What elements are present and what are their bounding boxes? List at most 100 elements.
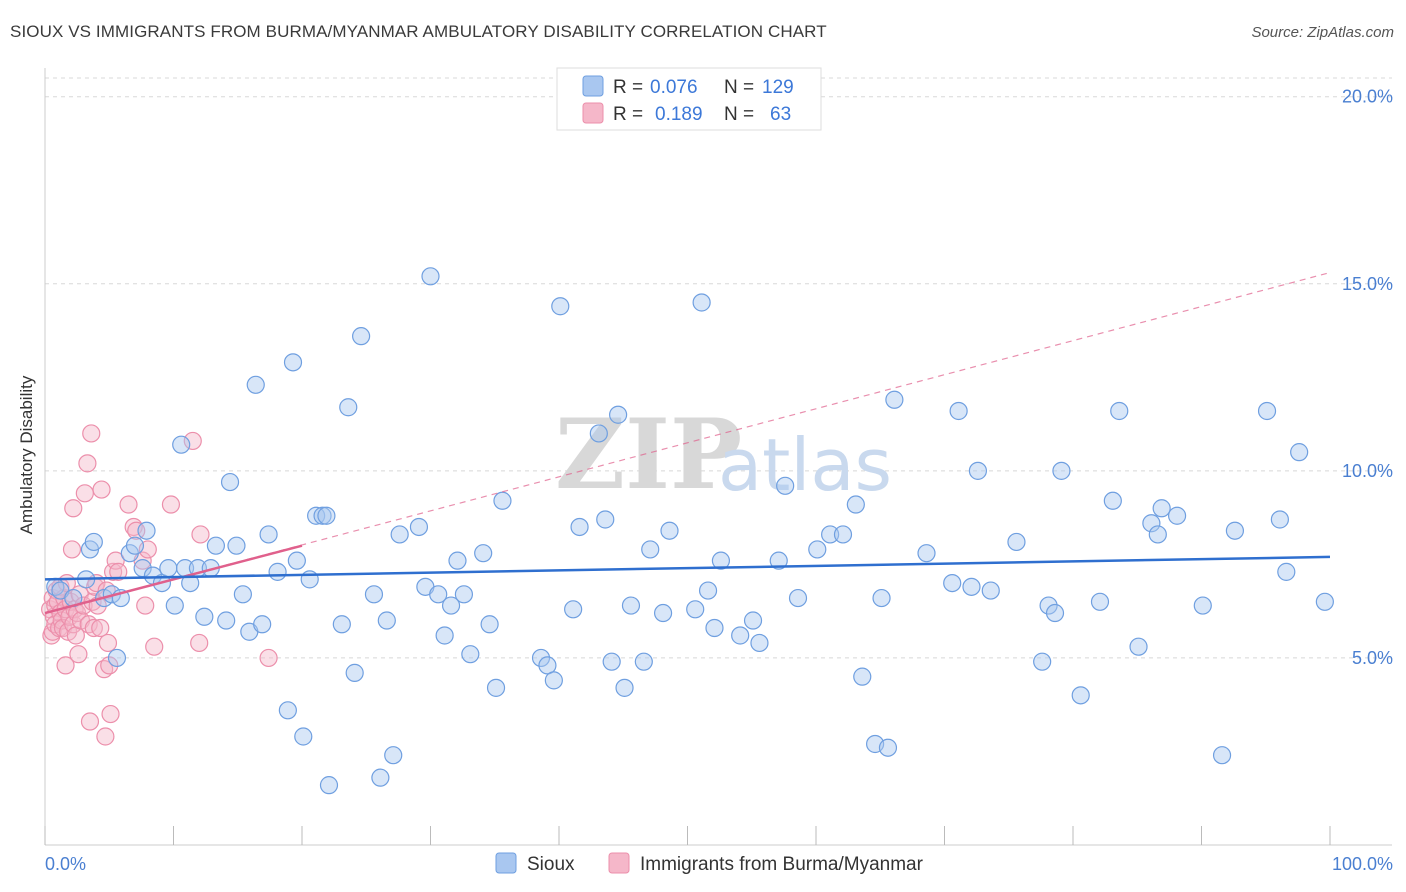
sioux-point [1033, 652, 1052, 671]
sioux-trend-line [44, 555, 1331, 581]
sioux-point [246, 375, 265, 394]
sioux-point [332, 615, 351, 634]
sioux-point [253, 615, 272, 634]
sioux-point [1052, 461, 1071, 480]
burma-point [80, 712, 100, 731]
y-axis-label: Ambulatory Disability [17, 375, 36, 534]
sioux-point [1270, 510, 1289, 529]
legend-swatch-burma [582, 102, 604, 124]
sioux-point [486, 678, 506, 697]
correlation-legend: R = 0.076 N = 129 R = 0.189 N = 63 [556, 67, 822, 131]
sioux-point [1277, 562, 1296, 581]
sioux-point [352, 327, 371, 346]
sioux-point [698, 581, 718, 600]
sioux-point [429, 585, 448, 604]
burma-point [98, 633, 118, 653]
sioux-series [46, 267, 1334, 795]
sioux-point [686, 600, 705, 619]
sioux-point [917, 544, 936, 563]
sioux-point [233, 585, 252, 604]
sioux-point [1225, 521, 1245, 540]
chart-title: SIOUX VS IMMIGRANTS FROM BURMA/MYANMAR A… [10, 22, 827, 41]
burma-point [190, 633, 209, 653]
legend-r-value-burma: 0.189 [655, 104, 703, 125]
sioux-point [641, 540, 660, 559]
sioux-point [634, 652, 653, 671]
sioux-point [853, 667, 872, 686]
watermark-atlas: atlas [718, 423, 892, 507]
burma-point [191, 525, 210, 544]
sioux-point [968, 461, 988, 480]
sioux-point [195, 607, 214, 626]
burma-point [136, 596, 155, 615]
sioux-point [788, 588, 808, 608]
legend-n-value-burma: 63 [770, 104, 791, 125]
sioux-point [1090, 592, 1110, 611]
sioux-point [660, 521, 679, 540]
sioux-point [1193, 596, 1212, 615]
sioux-point [278, 701, 297, 720]
sioux-point [172, 435, 191, 454]
sioux-point [364, 585, 384, 604]
burma-point [69, 645, 88, 664]
sioux-point [377, 611, 396, 630]
sioux-point [319, 776, 339, 795]
sioux-point [596, 510, 615, 529]
sioux-point [878, 738, 898, 757]
sioux-point [287, 551, 306, 570]
sioux-point [731, 626, 750, 645]
sioux-point [474, 544, 493, 563]
y-tick-label: 10.0% [1342, 461, 1393, 481]
sioux-point [1142, 514, 1161, 533]
sioux-point [448, 551, 467, 570]
sioux-point [84, 532, 103, 552]
legend-n-label-burma: N = [724, 104, 754, 125]
sioux-point [1103, 491, 1122, 510]
burma-point [64, 499, 83, 518]
burma-trend-line [44, 544, 303, 615]
sioux-point [949, 401, 968, 421]
sioux-point [776, 476, 795, 495]
sioux-point [294, 727, 313, 746]
sioux-point [493, 491, 512, 510]
sioux-point [808, 540, 827, 559]
burma-point [104, 562, 123, 581]
burma-point [56, 656, 75, 675]
sioux-point [570, 517, 589, 537]
burma-point [96, 727, 115, 746]
sioux-point [615, 678, 634, 697]
y-tick-label: 20.0% [1342, 87, 1393, 107]
burma-point [161, 495, 181, 514]
burma-series [41, 424, 278, 746]
sioux-point [480, 615, 499, 634]
bottom-legend-swatch-sioux [495, 852, 517, 874]
sioux-point [551, 297, 570, 316]
sioux-point [307, 506, 326, 525]
sioux-point [705, 618, 724, 638]
sioux-point [339, 398, 358, 417]
burma-point [145, 637, 164, 656]
sioux-point [711, 551, 731, 570]
burma-point [82, 424, 101, 443]
sioux-point [268, 562, 287, 581]
sioux-point [1212, 746, 1232, 765]
sioux-point [220, 472, 240, 492]
bottom-legend-sioux: Sioux [527, 854, 575, 875]
sioux-point [384, 746, 403, 765]
sioux-point [371, 768, 390, 787]
burma-point [259, 648, 278, 668]
legend-r-label-burma: R = [613, 104, 643, 125]
sioux-point [217, 611, 236, 630]
burma-point [101, 704, 120, 724]
sioux-point [1167, 506, 1187, 525]
sioux-point [454, 585, 474, 604]
bottom-legend: Sioux Immigrants from Burma/Myanmar [495, 852, 924, 875]
sioux-point [602, 652, 621, 671]
sioux-point [872, 588, 891, 608]
grid-layer [45, 77, 1392, 659]
sioux-point [943, 573, 962, 593]
axes-layer: 5.0% 10.0% 15.0% 20.0% 0.0% 100.0% [44, 68, 1393, 874]
burma-point [62, 540, 82, 559]
sioux-point [538, 656, 557, 675]
sioux-point [345, 663, 364, 682]
